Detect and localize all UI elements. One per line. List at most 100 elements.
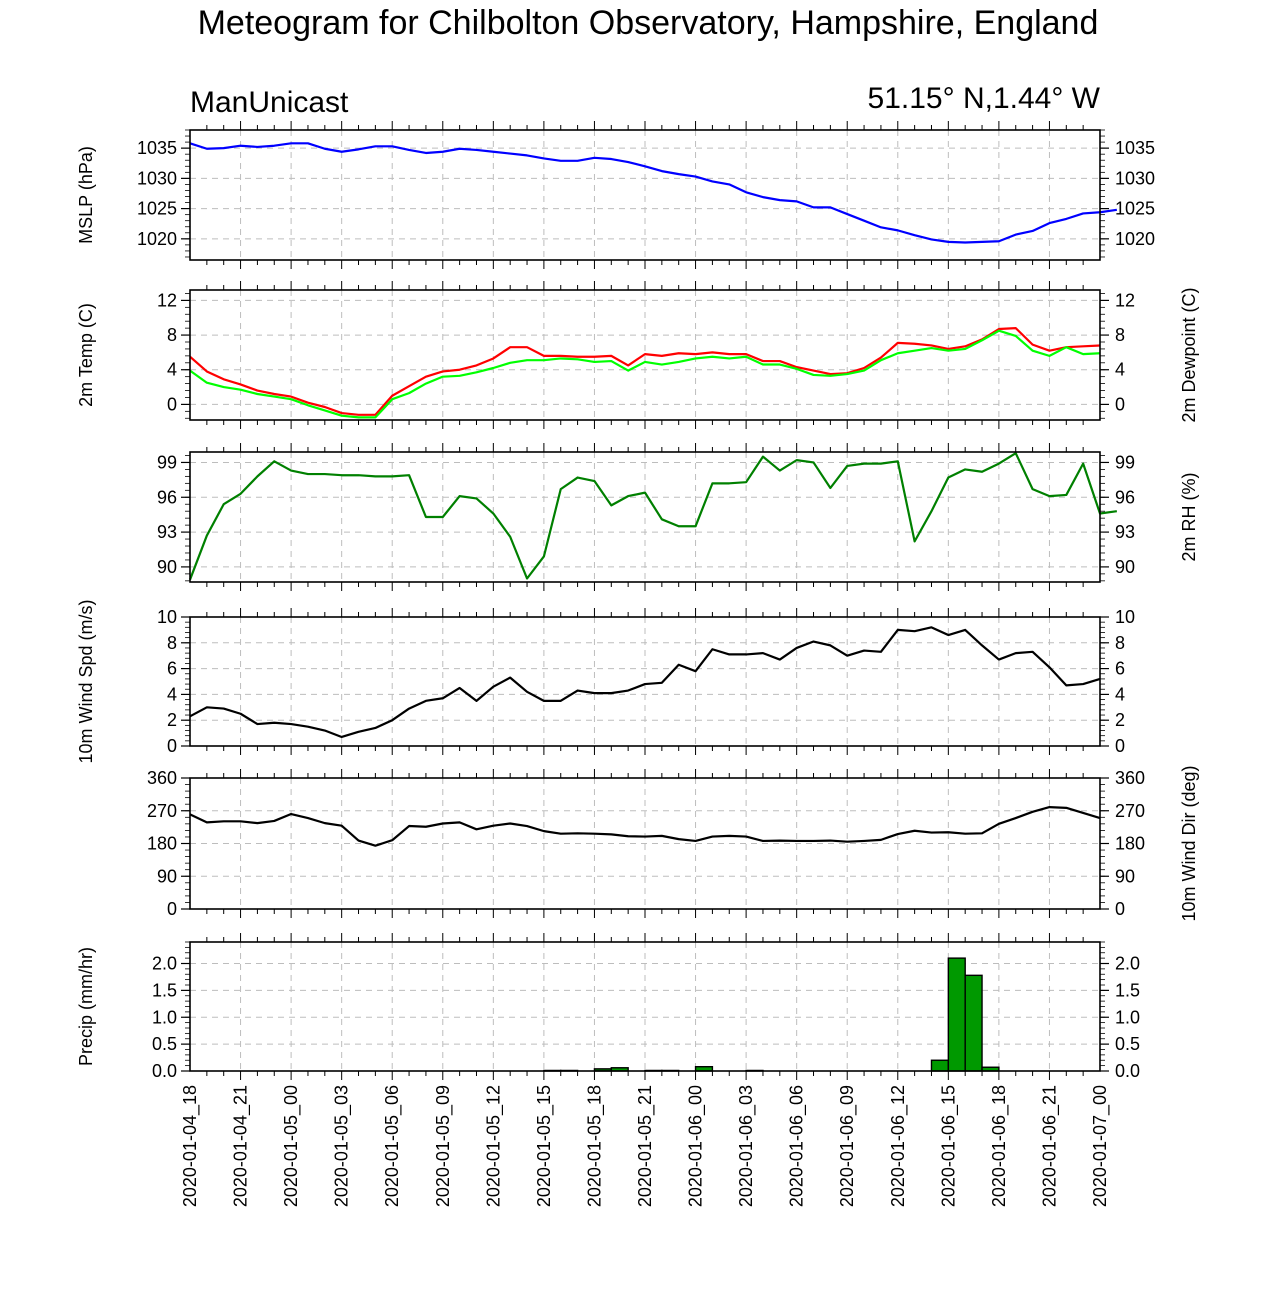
- x-tick-label: 2020-01-06_06: [787, 1085, 808, 1207]
- series-line-wind: [189, 626, 1101, 739]
- x-tick-label: 2020-01-05_09: [433, 1085, 454, 1207]
- x-axis: 2020-01-04_18 2020-01-04_21 2020-01-05_00 2…: [180, 1085, 1111, 1207]
- y-tick-label: 0: [1115, 394, 1125, 414]
- y-tick-label: 360: [1115, 768, 1145, 788]
- series-line-temp: [189, 327, 1101, 416]
- panel-mslp: 1020 1020 1025 1025 1030 1030 1035 1035 MSLP (hP…: [76, 121, 1155, 269]
- x-tick-label: 2020-01-05_06: [382, 1085, 403, 1207]
- x-tick-label: 2020-01-06_00: [686, 1085, 707, 1207]
- y-tick-label: 1.5: [1115, 980, 1140, 1000]
- y-tick-label: 1025: [1115, 199, 1155, 219]
- y-tick-label: 1030: [1115, 168, 1155, 188]
- y-tick-label: 1030: [137, 168, 177, 188]
- panel-frame: [189, 616, 1101, 747]
- y-tick-label: 12: [1115, 290, 1135, 310]
- y-tick-label: 2.0: [1115, 954, 1140, 974]
- y-tick-label: 270: [147, 801, 177, 821]
- y-tick-label: 0.5: [152, 1034, 177, 1054]
- series-line-mslp: [189, 142, 1118, 244]
- y-tick-label: 4: [1115, 684, 1125, 704]
- location-coords: 51.15° N,1.44° W: [868, 82, 1101, 115]
- series-line-wind: [189, 806, 1101, 847]
- x-tick-label: 2020-01-05_21: [635, 1085, 656, 1207]
- x-tick-label: 2020-01-06_21: [1039, 1085, 1060, 1207]
- y-tick-label: 1025: [137, 199, 177, 219]
- y-tick-label: 99: [157, 452, 177, 472]
- y-axis-label: 2m Temp (C): [76, 303, 96, 407]
- y-tick-label: 2: [1115, 710, 1125, 730]
- panel-wind_speed: 0 0 2 2 4 4 6 6 8 8 10 10 10m Wind Spd (m/s): [76, 599, 1135, 763]
- y-tick-label: 0: [167, 736, 177, 756]
- y-tick-label: 8: [167, 633, 177, 653]
- y-tick-label: 90: [1115, 866, 1135, 886]
- precip-bar: [947, 957, 966, 1072]
- panel-wind_direction: 0 0 90 90 180 180 270 270 360 360 10m Wind Dir (de…: [147, 765, 1199, 921]
- y-tick-label: 180: [1115, 834, 1145, 854]
- y-tick-label: 180: [147, 834, 177, 854]
- panel-rh: 90 90 93 93 96 96 99 99 2m RH (%): [157, 443, 1199, 591]
- y-tick-label: 0.5: [1115, 1034, 1140, 1054]
- y-tick-label: 0.0: [1115, 1061, 1140, 1081]
- x-tick-label: 2020-01-05_15: [534, 1085, 555, 1207]
- y-tick-label: 0: [167, 394, 177, 414]
- y-tick-label: 270: [1115, 801, 1145, 821]
- x-tick-label: 2020-01-05_18: [584, 1085, 605, 1207]
- y-tick-label: 8: [1115, 325, 1125, 345]
- x-tick-label: 2020-01-06_12: [888, 1085, 909, 1207]
- y-tick-label: 4: [167, 360, 177, 380]
- y-tick-label: 96: [157, 487, 177, 507]
- y-tick-label: 0.0: [152, 1061, 177, 1081]
- series-line-rh: [188, 452, 1118, 581]
- y-tick-label: 96: [1115, 487, 1135, 507]
- y-tick-label: 4: [167, 684, 177, 704]
- y-axis-label-right: 2m Dewpoint (C): [1179, 287, 1199, 422]
- precip-bar: [964, 974, 983, 1072]
- y-tick-label: 99: [1115, 452, 1135, 472]
- panel-temp: 0 0 4 4 8 8 12 12 2m Temp (C) 2m Dewpoint (C): [76, 281, 1199, 429]
- x-tick-label: 2020-01-05_12: [483, 1085, 504, 1207]
- y-tick-label: 0: [1115, 899, 1125, 919]
- y-tick-label: 1.5: [152, 980, 177, 1000]
- y-tick-label: 6: [1115, 659, 1125, 679]
- y-tick-label: 8: [1115, 633, 1125, 653]
- y-tick-label: 12: [157, 290, 177, 310]
- y-tick-label: 10: [1115, 607, 1135, 627]
- y-tick-label: 10: [157, 607, 177, 627]
- y-tick-label: 0: [1115, 736, 1125, 756]
- y-tick-label: 1.0: [152, 1007, 177, 1027]
- x-tick-label: 2020-01-06_15: [938, 1085, 959, 1207]
- y-axis-label: Precip (mm/hr): [76, 947, 96, 1066]
- y-tick-label: 93: [1115, 522, 1135, 542]
- x-tick-label: 2020-01-04_18: [180, 1085, 201, 1207]
- y-tick-label: 1020: [1115, 229, 1155, 249]
- y-tick-label: 4: [1115, 360, 1125, 380]
- y-tick-label: 90: [157, 866, 177, 886]
- y-tick-label: 1035: [137, 138, 177, 158]
- x-tick-label: 2020-01-05_00: [281, 1085, 302, 1207]
- y-tick-label: 1020: [137, 229, 177, 249]
- y-axis-label-right: 2m RH (%): [1179, 473, 1199, 562]
- y-axis-label: MSLP (hPa): [76, 146, 96, 244]
- x-tick-label: 2020-01-06_18: [989, 1085, 1010, 1207]
- panel-precip: 0.0 0.0 0.5 0.5 1.0 1.0 1.5 1.5 2.0 2.0 Precip (mm…: [76, 933, 1140, 1081]
- y-tick-label: 1.0: [1115, 1007, 1140, 1027]
- y-tick-label: 0: [167, 899, 177, 919]
- x-tick-label: 2020-01-04_21: [231, 1085, 252, 1207]
- x-tick-label: 2020-01-06_09: [837, 1085, 858, 1207]
- y-tick-label: 360: [147, 768, 177, 788]
- y-tick-label: 2.0: [152, 954, 177, 974]
- y-tick-label: 90: [1115, 557, 1135, 577]
- y-tick-label: 6: [167, 659, 177, 679]
- y-tick-label: 1035: [1115, 138, 1155, 158]
- y-tick-label: 90: [157, 557, 177, 577]
- x-tick-label: 2020-01-07_00: [1090, 1085, 1111, 1207]
- chart-title: Meteogram for Chilbolton Observatory, Ha…: [198, 4, 1099, 42]
- y-axis-label-right: 10m Wind Dir (deg): [1179, 765, 1199, 921]
- y-tick-label: 8: [167, 325, 177, 345]
- precip-bar: [930, 1059, 950, 1072]
- model-name: ManUnicast: [190, 86, 349, 119]
- y-axis-label: 10m Wind Spd (m/s): [76, 599, 96, 763]
- x-tick-label: 2020-01-05_03: [332, 1085, 353, 1207]
